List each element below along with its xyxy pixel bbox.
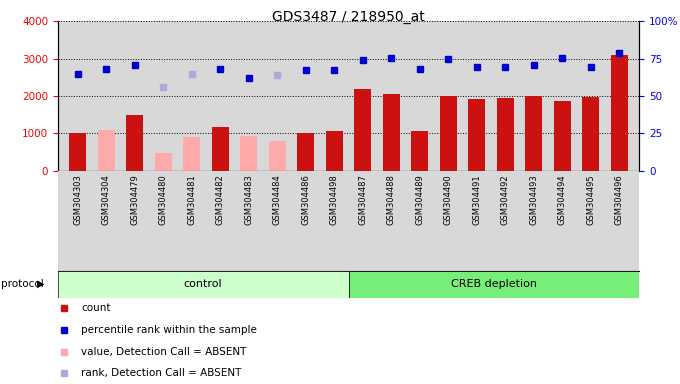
Bar [611, 55, 628, 171]
Text: GSM304486: GSM304486 [301, 174, 310, 225]
Bar [496, 98, 514, 171]
Bar [98, 131, 115, 171]
Text: GSM304484: GSM304484 [273, 174, 282, 225]
Text: GSM304490: GSM304490 [444, 174, 453, 225]
Bar [582, 98, 599, 171]
Bar [297, 133, 314, 171]
Bar [554, 101, 571, 171]
Bar [383, 94, 400, 171]
Text: GSM304491: GSM304491 [472, 174, 481, 225]
Text: GSM304487: GSM304487 [358, 174, 367, 225]
Text: GDS3487 / 218950_at: GDS3487 / 218950_at [272, 10, 425, 23]
Text: percentile rank within the sample: percentile rank within the sample [81, 325, 257, 335]
Text: GSM304495: GSM304495 [586, 174, 595, 225]
Text: GSM304489: GSM304489 [415, 174, 424, 225]
Bar [183, 137, 201, 171]
Text: GSM304481: GSM304481 [187, 174, 197, 225]
Bar [348, 271, 639, 298]
Text: control: control [184, 279, 222, 289]
Text: GSM304303: GSM304303 [73, 174, 82, 225]
Text: protocol: protocol [1, 279, 44, 289]
Text: GSM304498: GSM304498 [330, 174, 339, 225]
Bar [525, 96, 543, 171]
Text: GSM304304: GSM304304 [102, 174, 111, 225]
Text: count: count [81, 303, 111, 313]
Bar [269, 141, 286, 171]
Text: GSM304479: GSM304479 [131, 174, 139, 225]
Bar [354, 89, 371, 171]
Text: GSM304488: GSM304488 [387, 174, 396, 225]
Bar [326, 131, 343, 171]
Text: CREB depletion: CREB depletion [451, 279, 537, 289]
Text: GSM304492: GSM304492 [500, 174, 510, 225]
Text: GSM304493: GSM304493 [529, 174, 539, 225]
Text: GSM304480: GSM304480 [158, 174, 168, 225]
Bar [411, 131, 428, 171]
Text: GSM304482: GSM304482 [216, 174, 225, 225]
Bar [155, 153, 172, 171]
Bar [240, 136, 257, 171]
Bar [440, 96, 457, 171]
Text: rank, Detection Call = ABSENT: rank, Detection Call = ABSENT [81, 368, 241, 378]
Bar [211, 127, 228, 171]
Text: ▶: ▶ [37, 279, 45, 289]
Text: GSM304483: GSM304483 [244, 174, 253, 225]
Bar [69, 134, 86, 171]
Text: GSM304496: GSM304496 [615, 174, 624, 225]
Bar [469, 99, 486, 171]
Text: GSM304494: GSM304494 [558, 174, 566, 225]
Bar [126, 115, 143, 171]
Bar [58, 271, 348, 298]
Text: value, Detection Call = ABSENT: value, Detection Call = ABSENT [81, 347, 246, 357]
